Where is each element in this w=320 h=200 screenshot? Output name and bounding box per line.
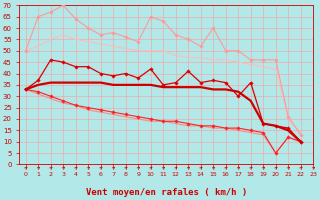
- X-axis label: Vent moyen/en rafales ( km/h ): Vent moyen/en rafales ( km/h ): [86, 188, 247, 197]
